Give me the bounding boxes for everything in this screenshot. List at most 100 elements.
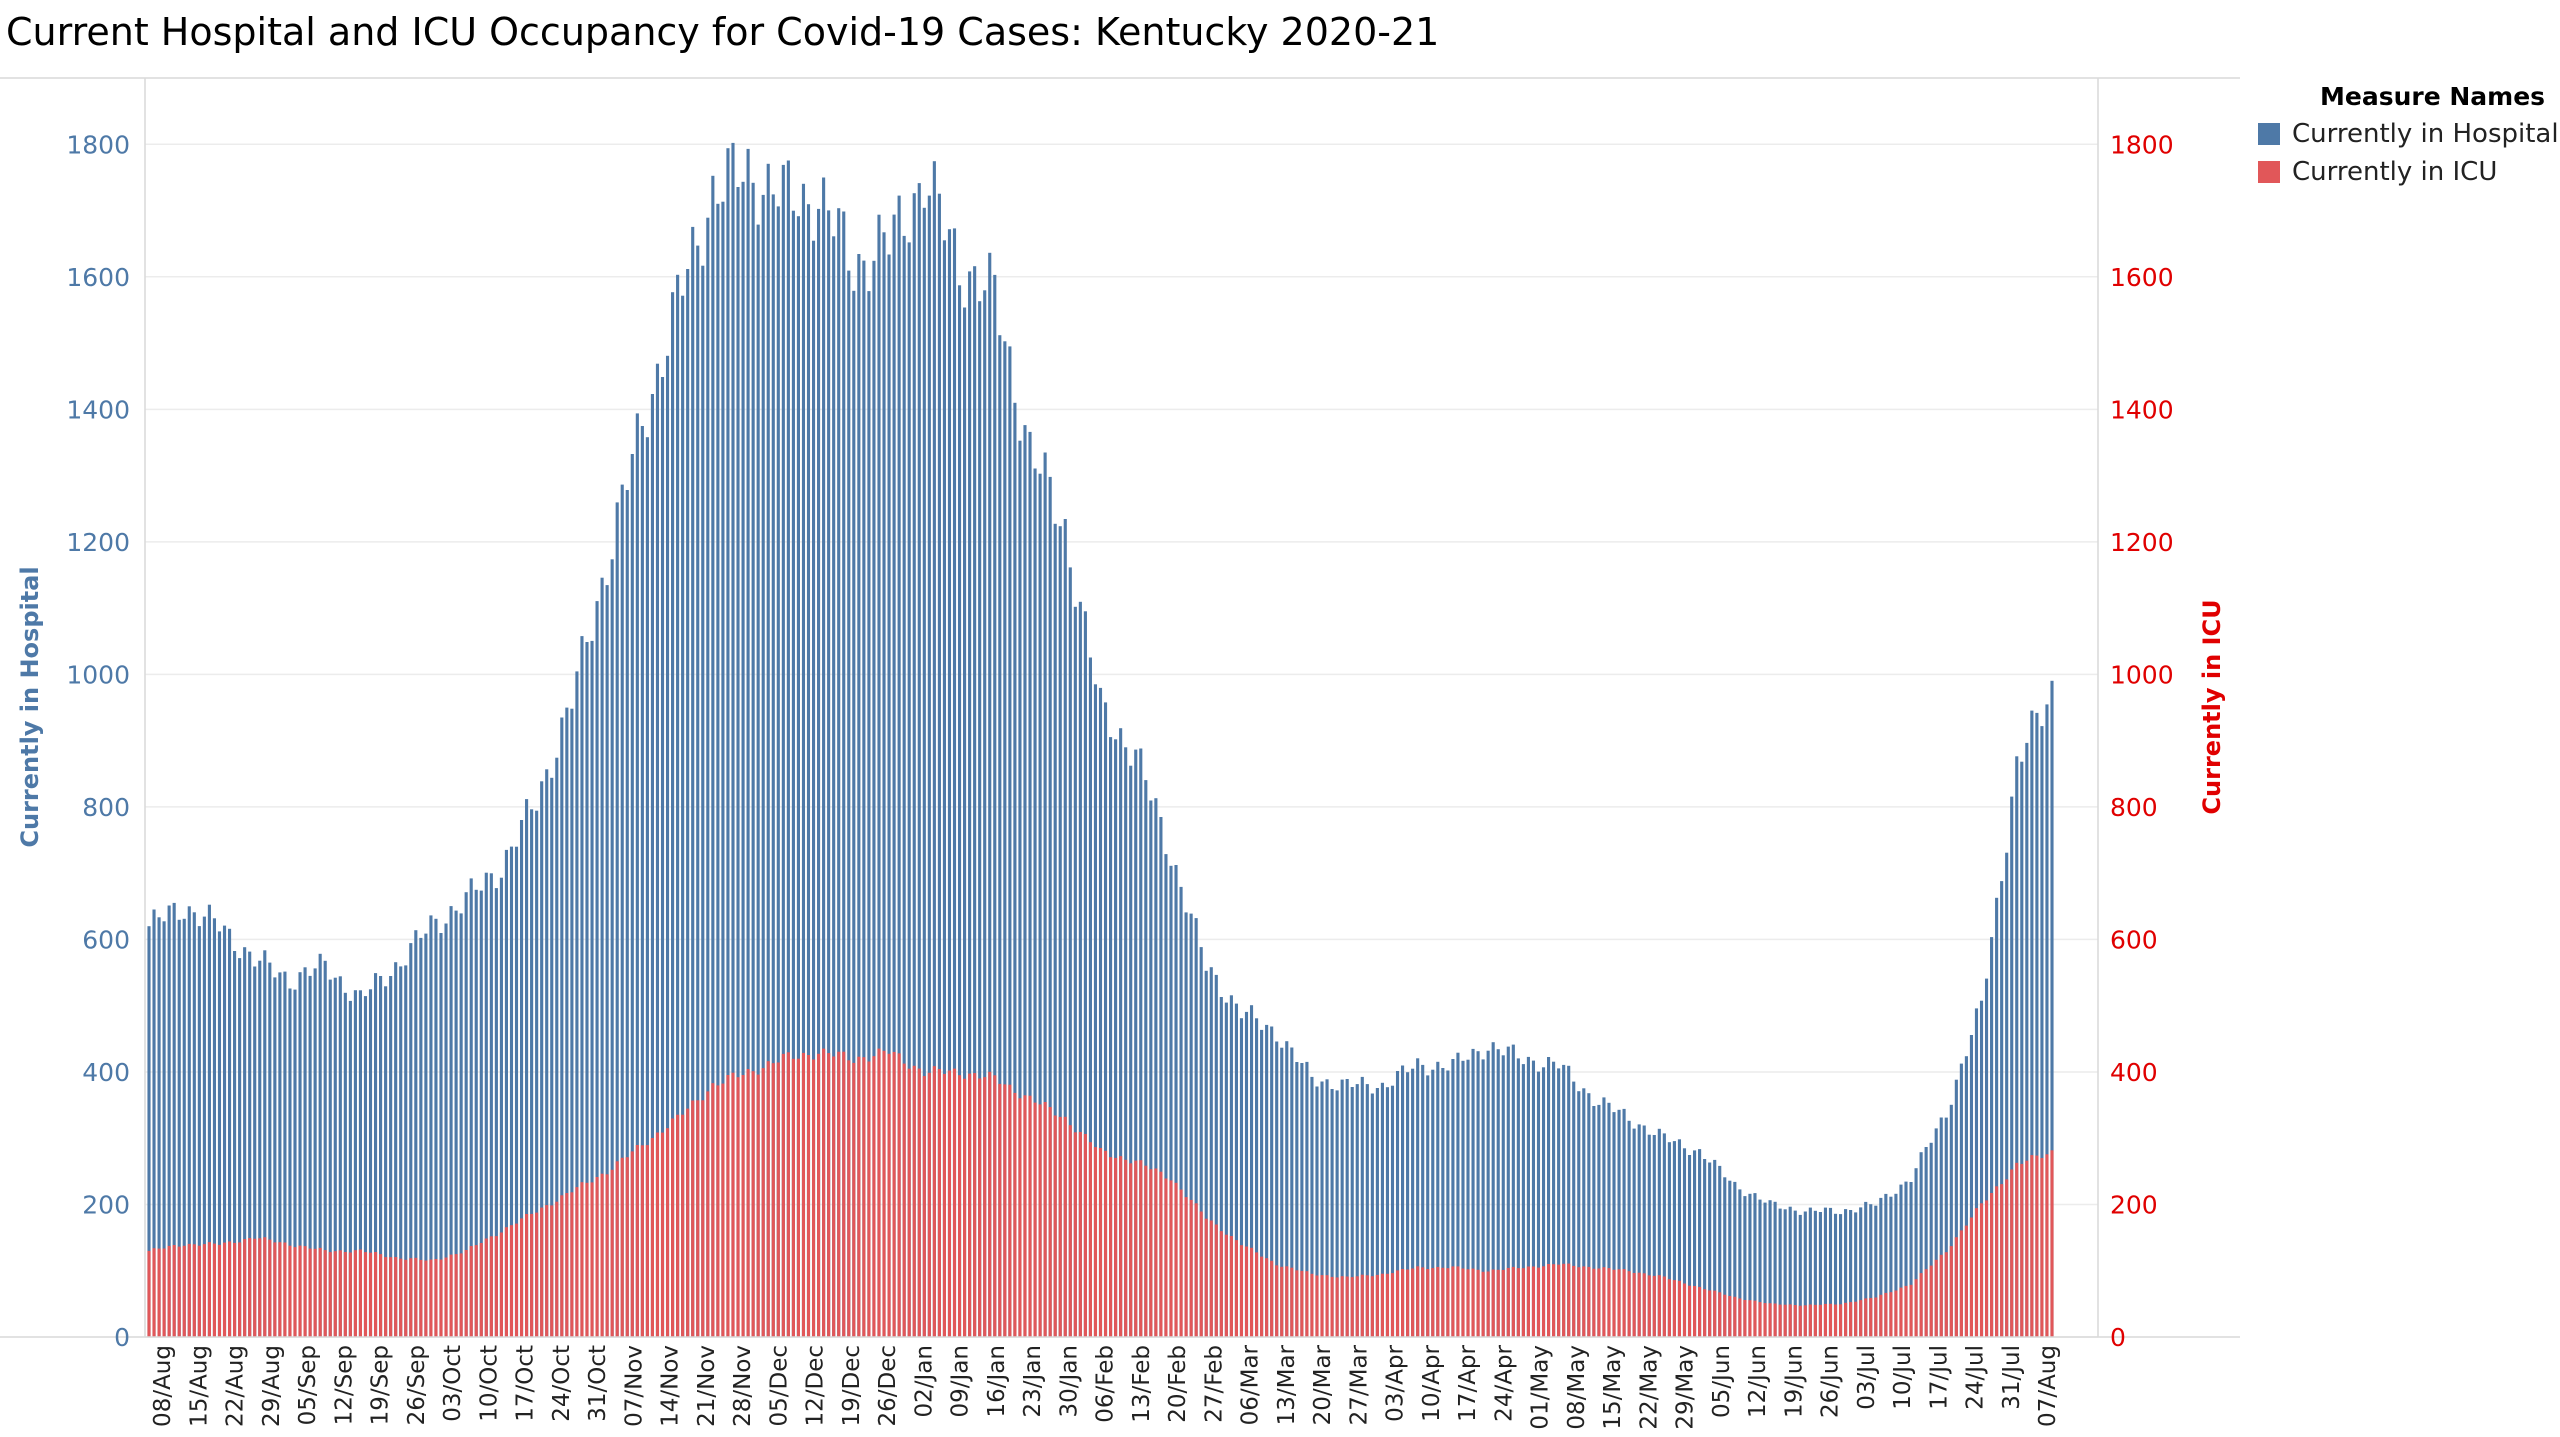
- bar-icu: [1390, 1273, 1395, 1337]
- bar-hospital: [1899, 1184, 1903, 1337]
- bar-icu: [147, 1250, 151, 1337]
- bar-icu: [1753, 1300, 1757, 1337]
- bar-hospital: [1149, 800, 1153, 1337]
- bar-hospital: [1164, 854, 1168, 1337]
- bar-icu: [761, 1068, 765, 1337]
- bar-icu: [1869, 1298, 1873, 1337]
- bar-icu: [288, 1245, 292, 1337]
- bar-hospital: [711, 175, 715, 1337]
- bar-hospital: [1038, 473, 1042, 1337]
- bar-hospital: [1204, 970, 1208, 1337]
- x-tick-label: 20/Feb: [1165, 1345, 1191, 1423]
- bar-hospital: [1325, 1079, 1329, 1337]
- bar-hospital: [1521, 1064, 1525, 1337]
- x-tick-label: 17/Apr: [1455, 1344, 1481, 1421]
- x-tick-label: 20/Mar: [1310, 1344, 1336, 1425]
- bar-icu: [595, 1177, 599, 1337]
- x-tick-label: 15/May: [1600, 1345, 1626, 1430]
- bar-hospital: [932, 161, 936, 1338]
- bar-hospital: [1290, 1047, 1294, 1337]
- y-tick-left-label: 400: [82, 1058, 130, 1087]
- bar-icu: [1682, 1283, 1687, 1337]
- bar-hospital: [1632, 1128, 1636, 1337]
- bar-hospital: [192, 912, 196, 1337]
- bar-icu: [630, 1151, 634, 1337]
- bar-hospital: [1053, 523, 1057, 1337]
- bar-icu: [650, 1138, 654, 1337]
- bar-hospital: [172, 902, 176, 1337]
- bar-hospital: [1733, 1181, 1737, 1337]
- bar-icu: [318, 1247, 322, 1337]
- bar-hospital: [1275, 1041, 1279, 1337]
- bar-icu: [268, 1239, 272, 1337]
- bar-icu: [580, 1182, 584, 1337]
- bar-hospital: [2025, 742, 2029, 1337]
- bar-icu: [1889, 1292, 1893, 1337]
- bar-icu: [298, 1245, 302, 1337]
- bar-hospital: [721, 201, 725, 1338]
- bar-hospital: [2030, 710, 2034, 1337]
- bar-hospital: [1768, 1200, 1772, 1337]
- bar-hospital: [379, 976, 383, 1337]
- bar-icu: [751, 1071, 755, 1337]
- bar-icu: [525, 1214, 529, 1337]
- legend-item-hospital[interactable]: Currently in Hospital: [2258, 115, 2559, 153]
- bar-icu: [1844, 1302, 1848, 1337]
- bar-hospital: [1944, 1117, 1948, 1337]
- bar-hospital: [912, 193, 916, 1338]
- bar-icu: [1199, 1211, 1203, 1337]
- bar-hospital: [1642, 1125, 1646, 1337]
- bar-hospital: [1098, 687, 1103, 1337]
- bar-hospital: [1244, 1011, 1249, 1337]
- bar-icu: [1934, 1259, 1938, 1337]
- bar-icu: [1622, 1269, 1626, 1337]
- bar-hospital: [625, 490, 629, 1337]
- bar-icu: [167, 1245, 171, 1337]
- legend-item-icu[interactable]: Currently in ICU: [2258, 153, 2559, 191]
- bar-hospital: [1954, 1079, 1958, 1337]
- y-tick-right-label: 1200: [2110, 528, 2174, 557]
- bar-hospital: [1370, 1093, 1374, 1337]
- bar-icu: [1743, 1300, 1747, 1337]
- bar-hospital: [1572, 1081, 1576, 1337]
- bar-icu: [721, 1083, 725, 1337]
- bar-hospital: [791, 210, 795, 1338]
- bar-hospital: [1048, 476, 1052, 1337]
- x-tick-label: 19/Jun: [1781, 1345, 1807, 1418]
- bar-hospital: [525, 799, 529, 1337]
- bar-icu: [912, 1065, 916, 1337]
- bar-icu: [1476, 1269, 1480, 1337]
- bar-hospital: [1657, 1128, 1661, 1337]
- bar-hospital: [2015, 756, 2019, 1337]
- bar-icu: [1421, 1267, 1425, 1337]
- bar-icu: [1582, 1266, 1586, 1337]
- bar-icu: [746, 1069, 750, 1337]
- bar-hospital: [494, 888, 498, 1337]
- bar-hospital: [1109, 737, 1113, 1337]
- bar-icu: [1486, 1271, 1490, 1337]
- x-tick-label: 26/Dec: [875, 1345, 901, 1427]
- bar-icu: [716, 1085, 720, 1337]
- bar-hospital: [2050, 680, 2054, 1337]
- bar-hospital: [832, 236, 836, 1337]
- bar-hospital: [343, 992, 347, 1337]
- bar-hospital: [1446, 1070, 1450, 1337]
- bar-hospital: [2005, 852, 2009, 1337]
- bar-hospital: [731, 142, 735, 1337]
- bar-hospital: [1229, 995, 1233, 1337]
- bar-hospital: [1854, 1212, 1858, 1337]
- bar-icu: [1899, 1287, 1903, 1337]
- bar-hospital: [258, 960, 262, 1337]
- bar-icu: [1395, 1270, 1400, 1337]
- bar-hospital: [409, 943, 413, 1337]
- bar-hospital: [882, 232, 886, 1337]
- x-tick-label: 29/May: [1673, 1345, 1699, 1430]
- bar-icu: [243, 1239, 247, 1337]
- bar-icu: [182, 1245, 186, 1337]
- x-tick-label: 27/Feb: [1201, 1345, 1227, 1423]
- bar-hospital: [1486, 1050, 1490, 1337]
- bar-icu: [2015, 1162, 2019, 1337]
- legend-label-icu: Currently in ICU: [2292, 157, 2498, 187]
- bar-hospital: [801, 183, 806, 1337]
- bar-icu: [686, 1108, 690, 1337]
